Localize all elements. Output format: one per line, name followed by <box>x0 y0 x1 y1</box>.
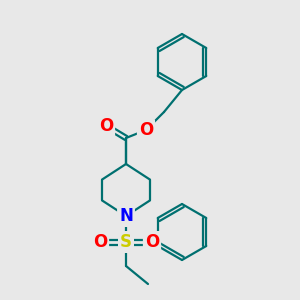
Text: O: O <box>139 121 153 139</box>
Text: O: O <box>93 233 107 251</box>
Text: S: S <box>120 233 132 251</box>
Text: N: N <box>119 207 133 225</box>
Text: O: O <box>145 233 159 251</box>
Text: O: O <box>99 117 113 135</box>
